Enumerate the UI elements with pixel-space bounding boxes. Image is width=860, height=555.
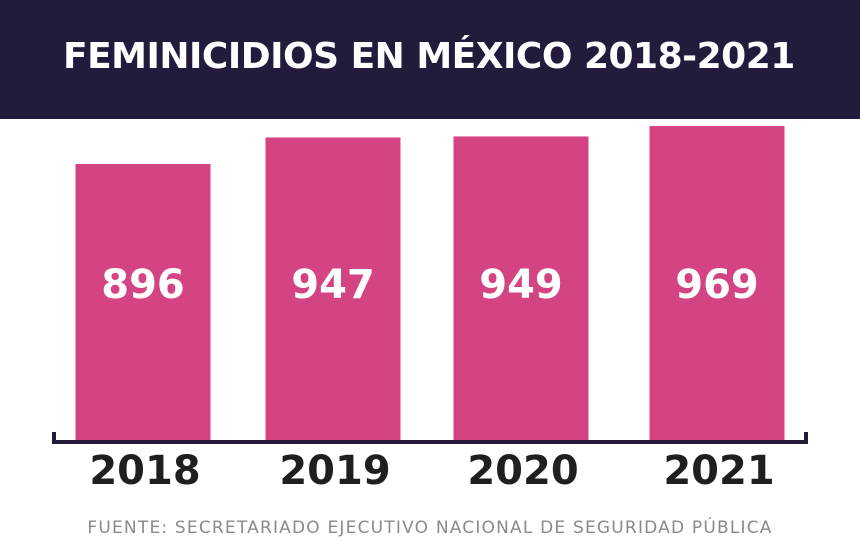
- x-tick-label-2019: 2019: [279, 448, 390, 494]
- bar-2018: [75, 164, 211, 441]
- bar-value-label-2019: 947: [291, 262, 375, 308]
- chart-title: FEMINICIDIOS EN MÉXICO 2018-2021: [63, 36, 795, 77]
- x-tick-label-2018: 2018: [89, 448, 200, 494]
- bar-2019: [265, 137, 401, 442]
- bar-value-label-2018: 896: [101, 262, 185, 308]
- bar-value-label-2020: 949: [479, 262, 563, 308]
- x-tick-label-2020: 2020: [467, 448, 578, 494]
- bar-value-label-2021: 969: [675, 262, 759, 308]
- bar-2020: [453, 136, 589, 441]
- x-axis-line: [52, 432, 808, 444]
- source-note: FUENTE: SECRETARIADO EJECUTIVO NACIONAL …: [87, 518, 773, 538]
- x-tick-label-2021: 2021: [663, 448, 774, 494]
- bar-2021: [649, 126, 785, 441]
- title-banner: FEMINICIDIOS EN MÉXICO 2018-2021: [0, 0, 860, 119]
